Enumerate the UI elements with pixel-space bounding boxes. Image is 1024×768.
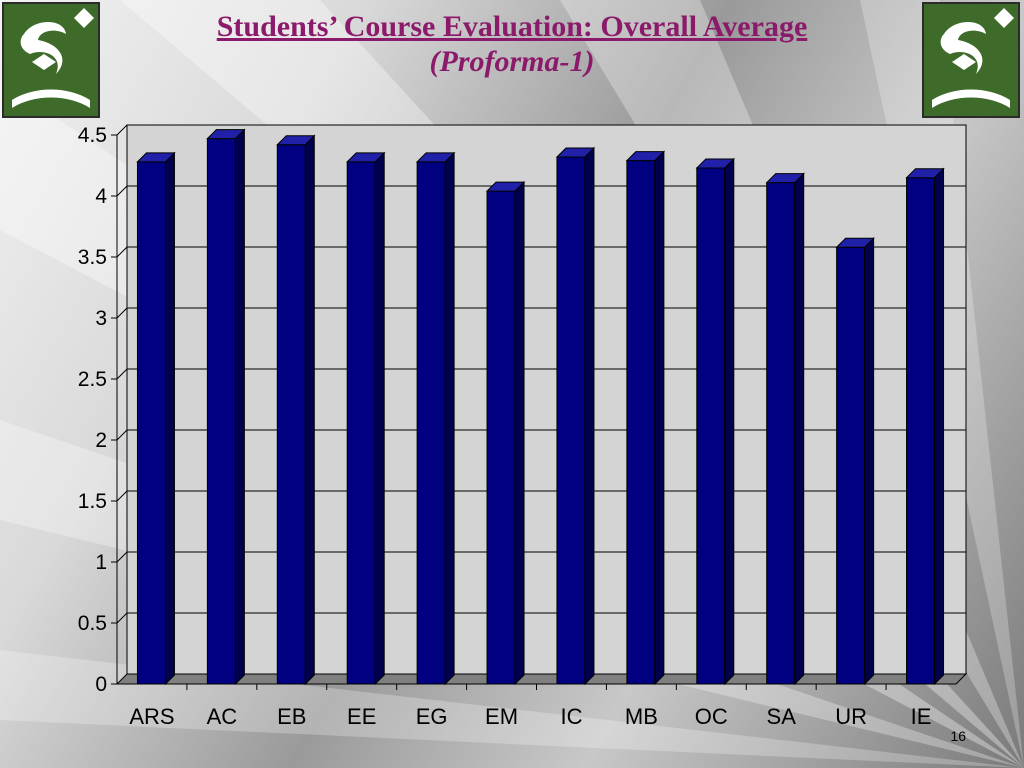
gridline <box>116 551 966 563</box>
gridline <box>116 612 966 624</box>
y-tick-label: 3 <box>95 307 107 330</box>
x-tick-label: OC <box>695 704 728 729</box>
x-tick-label: MB <box>625 704 658 729</box>
x-tick-label: AC <box>207 704 238 729</box>
bar-side <box>234 128 245 686</box>
y-tick-label: 0 <box>95 673 107 696</box>
x-tick-label: EM <box>485 704 518 729</box>
bar <box>346 161 376 685</box>
bar <box>556 156 586 685</box>
bar-top <box>625 151 666 162</box>
bar-top <box>695 158 735 169</box>
bar-side <box>864 237 875 686</box>
y-tick-label: 4 <box>95 185 107 208</box>
gridline <box>116 490 966 502</box>
y-tick-label: 4.5 <box>78 124 107 147</box>
gridline <box>116 185 966 197</box>
x-tick-label: IC <box>560 704 582 729</box>
y-tick-label: 2.5 <box>78 368 107 391</box>
y-tick-label: 2 <box>95 429 107 452</box>
slide-subtitle: (Proforma-1) <box>429 45 595 78</box>
gridline <box>116 368 966 380</box>
gridline <box>116 429 966 441</box>
bar-side <box>374 151 385 686</box>
bar <box>626 160 656 685</box>
plot-back-wall <box>126 124 967 675</box>
slide-title-block: Students’ Course Evaluation: Overall Ave… <box>120 10 904 80</box>
bar-top <box>905 168 945 179</box>
gridline <box>116 246 966 258</box>
x-tick-label: EG <box>416 704 448 729</box>
page-number: 16 <box>950 728 966 744</box>
y-tick-label: 1 <box>95 551 107 574</box>
bar-side <box>934 167 945 686</box>
bar-side <box>164 151 175 686</box>
x-tick-label: IE <box>911 704 932 729</box>
x-tick-label: SA <box>767 704 797 729</box>
bar-top <box>346 152 386 163</box>
bar-top <box>415 152 456 163</box>
x-tick-label: EE <box>347 704 376 729</box>
institution-logo-icon <box>922 2 1020 118</box>
bar <box>836 246 866 685</box>
bar <box>906 177 936 685</box>
bar-side <box>794 172 805 686</box>
bar <box>416 161 446 685</box>
x-tick-label: UR <box>835 704 867 729</box>
slide-title: Students’ Course Evaluation: Overall Ave… <box>216 10 808 43</box>
y-tick-label: 3.5 <box>78 246 107 269</box>
bar-side <box>444 151 455 686</box>
bar-side <box>514 180 525 686</box>
bar <box>276 144 306 685</box>
institution-logo-icon <box>2 2 100 118</box>
bar <box>766 182 796 685</box>
bar <box>696 167 726 685</box>
bar-side <box>584 146 595 686</box>
y-tick-label: 1.5 <box>78 490 107 513</box>
gridline <box>116 307 966 319</box>
bar-top <box>206 129 246 140</box>
gridline <box>116 124 966 136</box>
bar-top <box>765 173 805 184</box>
bar-top <box>555 147 596 158</box>
bar-top <box>276 135 316 146</box>
bar <box>136 161 166 685</box>
bar-side <box>724 157 735 686</box>
bar-top <box>485 181 526 192</box>
bar-top <box>835 237 875 248</box>
bar-top <box>136 152 176 163</box>
bar-side <box>654 150 665 686</box>
y-tick-label: 0.5 <box>78 612 107 635</box>
bar <box>486 190 516 685</box>
x-tick-label: ARS <box>129 704 174 729</box>
bar <box>206 138 236 685</box>
x-tick-label: EB <box>277 704 306 729</box>
bar-side <box>304 134 315 686</box>
